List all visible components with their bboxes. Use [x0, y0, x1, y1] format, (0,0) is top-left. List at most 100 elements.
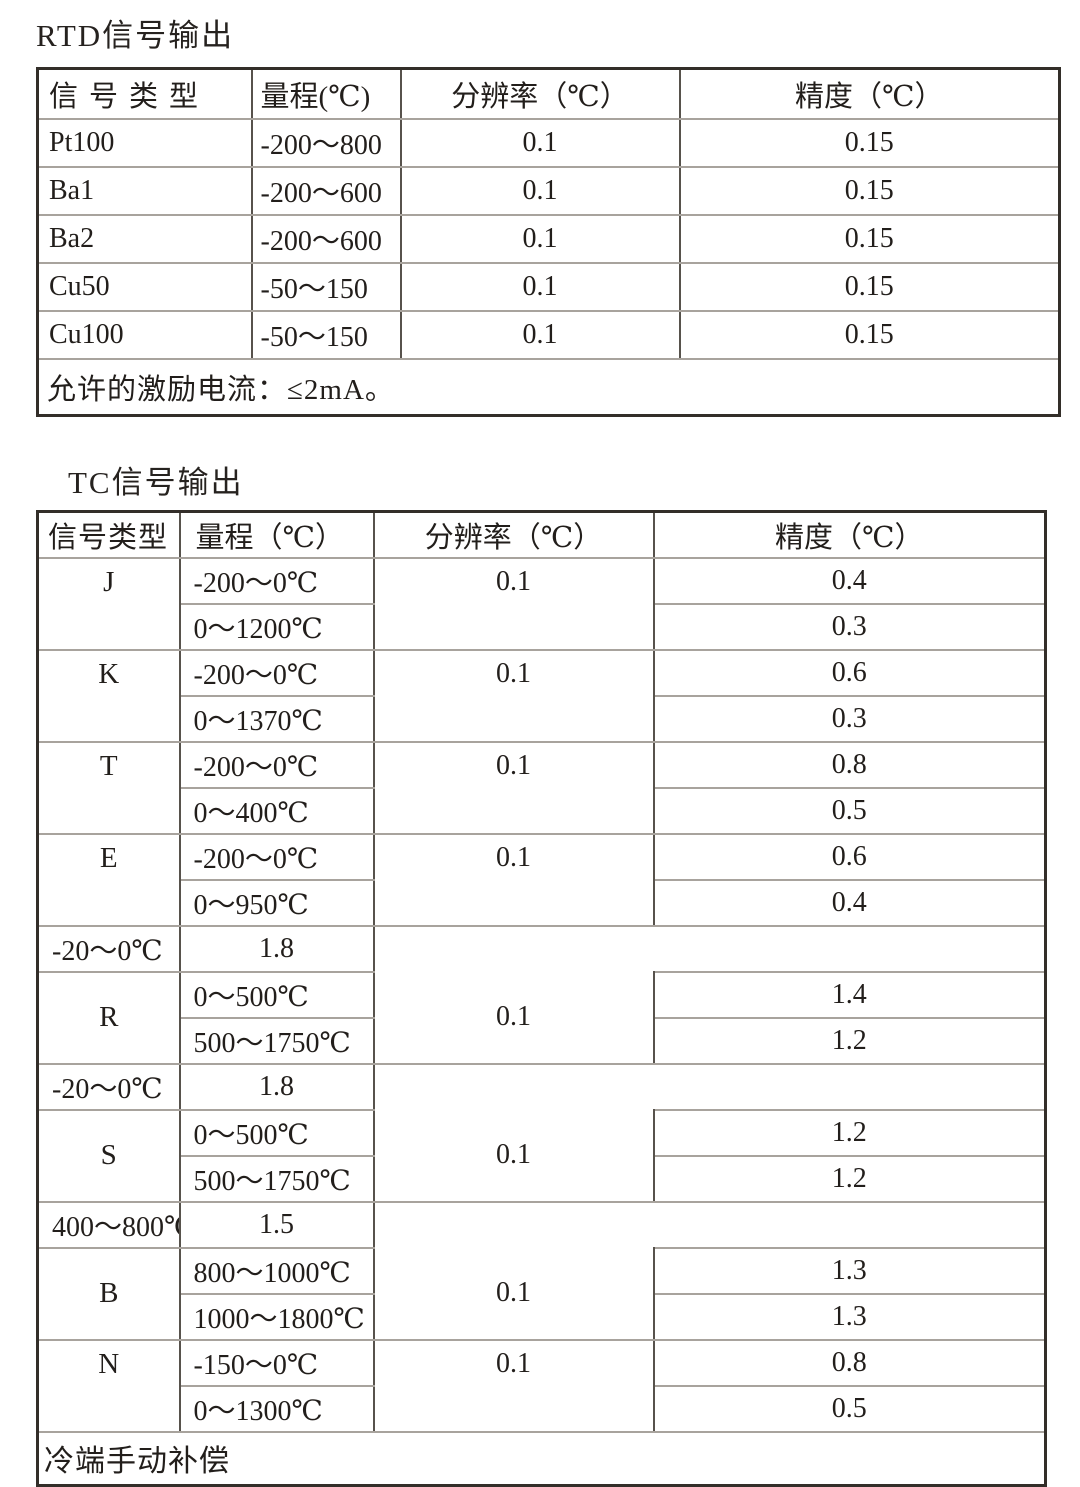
tc-cell-accuracy: 1.8	[178, 924, 375, 973]
tc-cell-accuracy: 0.8	[652, 740, 1047, 789]
tc-table-row: J -200～0℃ 0.1 0.4	[36, 556, 1047, 651]
tc-header-type: 信号类型	[36, 510, 181, 559]
rtd-cell-type: Ba2	[36, 213, 253, 264]
tc-cell-accuracy: 0.5	[652, 786, 1047, 835]
tc-cell-range: 0～500℃	[178, 970, 375, 1019]
tc-cell-resolution: 0.1	[372, 1338, 655, 1433]
rtd-cell-range: -50～150	[250, 309, 402, 360]
tc-cell-accuracy: 0.3	[652, 694, 1047, 743]
tc-section-title: TC信号输出	[68, 465, 244, 500]
tc-cell-resolution: 0.1	[372, 740, 655, 835]
tc-cell-range: 800～1000℃	[178, 1246, 375, 1295]
rtd-cell-accuracy: 0.15	[678, 309, 1061, 360]
rtd-footer-row: 允许的激励电流：≤2mA。	[36, 357, 1061, 417]
tc-table-row: S 0～500℃ 0.1 1.2	[36, 1108, 1047, 1203]
tc-cell-range: -200～0℃	[178, 556, 375, 605]
tc-cell-resolution: 0.1	[372, 971, 655, 1065]
tc-header-resolution: 分辨率（℃）	[372, 510, 655, 559]
tc-footer-row: 冷端手动补偿	[36, 1430, 1047, 1487]
tc-cell-range: 0～400℃	[178, 786, 375, 835]
rtd-header-row: 信号类型 量程(℃) 分辨率（℃） 精度（℃）	[36, 67, 1061, 120]
tc-cell-accuracy: 0.3	[652, 602, 1047, 651]
rtd-footer-note: 允许的激励电流：≤2mA。	[36, 357, 1061, 417]
tc-cell-range: 0～950℃	[178, 878, 375, 927]
tc-table-row: -20～0℃ 1.8	[36, 1062, 1046, 1111]
tc-cell-range: 400～800℃	[36, 1200, 181, 1249]
tc-cell-type: T	[36, 740, 181, 835]
tc-cell-type: S	[36, 1109, 181, 1203]
tc-cell-resolution: 0.1	[372, 1247, 655, 1341]
tc-header-accuracy: 精度（℃）	[652, 510, 1047, 559]
tc-table-row: K -200～0℃ 0.1 0.6	[36, 648, 1047, 743]
rtd-header-range: 量程(℃)	[250, 67, 402, 120]
tc-cell-accuracy: 0.6	[652, 832, 1047, 881]
tc-cell-accuracy: 0.4	[652, 878, 1047, 927]
tc-table-row: E -200～0℃ 0.1 0.6	[36, 832, 1047, 927]
tc-cell-resolution: 0.1	[372, 556, 655, 651]
tc-cell-range: 1000～1800℃	[178, 1292, 375, 1341]
tc-table-row: -20～0℃ 1.8	[36, 924, 1046, 973]
tc-table-row: 1000～1800℃ 1.3	[38, 1292, 1047, 1341]
tc-table-row: 500～1750℃ 1.2	[38, 1016, 1047, 1065]
rtd-cell-resolution: 0.1	[399, 309, 681, 360]
tc-cell-range: 0～1370℃	[178, 694, 375, 743]
rtd-cell-range: -200～800	[250, 117, 402, 168]
tc-cell-type: E	[36, 832, 181, 927]
tc-cell-type: J	[36, 556, 181, 651]
tc-header-range: 量程（℃）	[178, 510, 375, 559]
rtd-header-accuracy: 精度（℃）	[678, 67, 1061, 120]
tc-table-row: T -200～0℃ 0.1 0.8	[36, 740, 1047, 835]
tc-table-row: 0～1370℃ 0.3	[38, 694, 1047, 743]
tc-cell-range: 0～1300℃	[178, 1384, 375, 1433]
rtd-cell-range: -200～600	[250, 165, 402, 216]
rtd-table-row: Cu50 -50～150 0.1 0.15	[36, 261, 1061, 312]
rtd-table-row: Ba2 -200～600 0.1 0.15	[36, 213, 1061, 264]
tc-cell-type: N	[36, 1338, 181, 1433]
rtd-cell-type: Ba1	[36, 165, 253, 216]
tc-cell-range: -20～0℃	[36, 924, 181, 973]
tc-cell-accuracy: 0.6	[652, 648, 1047, 697]
rtd-section-title: RTD信号输出	[36, 18, 235, 53]
tc-cell-range: 500～1750℃	[178, 1016, 375, 1065]
tc-cell-range: -20～0℃	[36, 1062, 181, 1111]
tc-cell-accuracy: 0.4	[652, 556, 1047, 605]
rtd-cell-range: -50～150	[250, 261, 402, 312]
tc-table: 信号类型 量程（℃） 分辨率（℃） 精度（℃） J -200～0℃ 0.1 0.…	[36, 510, 1047, 1487]
tc-cell-range: -150～0℃	[178, 1338, 375, 1387]
tc-table-row: 0～950℃ 0.4	[38, 878, 1047, 927]
rtd-header-resolution: 分辨率（℃）	[399, 67, 681, 120]
rtd-table: 信号类型 量程(℃) 分辨率（℃） 精度（℃） Pt100 -200～800 0…	[36, 67, 1061, 417]
tc-table-row: 400～800℃ 1.5	[36, 1200, 1046, 1249]
tc-cell-range: 500～1750℃	[178, 1154, 375, 1203]
rtd-cell-accuracy: 0.15	[678, 261, 1061, 312]
tc-cell-accuracy: 1.2	[652, 1016, 1047, 1065]
rtd-header-type: 信号类型	[36, 67, 253, 120]
tc-cell-resolution: 0.1	[372, 1109, 655, 1203]
tc-table-row: R 0～500℃ 0.1 1.4	[36, 970, 1047, 1065]
tc-cell-accuracy: 1.3	[652, 1246, 1047, 1295]
tc-table-row: N -150～0℃ 0.1 0.8	[36, 1338, 1047, 1433]
tc-table-row: 500～1750℃ 1.2	[38, 1154, 1047, 1203]
tc-cell-accuracy: 1.8	[178, 1062, 375, 1111]
tc-cell-accuracy: 1.2	[652, 1154, 1047, 1203]
rtd-cell-resolution: 0.1	[399, 213, 681, 264]
tc-cell-range: -200～0℃	[178, 648, 375, 697]
tc-section: TC信号输出 信号类型 量程（℃） 分辨率（℃） 精度（℃） J -200～0℃…	[36, 457, 1080, 1487]
rtd-cell-accuracy: 0.15	[678, 213, 1061, 264]
tc-cell-range: -200～0℃	[178, 832, 375, 881]
rtd-cell-resolution: 0.1	[399, 261, 681, 312]
tc-cell-accuracy: 0.8	[652, 1338, 1047, 1387]
tc-cell-accuracy: 1.4	[652, 970, 1047, 1019]
rtd-cell-resolution: 0.1	[399, 117, 681, 168]
rtd-cell-type: Cu50	[36, 261, 253, 312]
tc-cell-accuracy: 1.2	[652, 1108, 1047, 1157]
tc-cell-accuracy: 1.3	[652, 1292, 1047, 1341]
rtd-table-row: Ba1 -200～600 0.1 0.15	[36, 165, 1061, 216]
rtd-section: RTD信号输出 信号类型 量程(℃) 分辨率（℃） 精度（℃） Pt100 -2…	[36, 10, 1080, 417]
rtd-table-row: Pt100 -200～800 0.1 0.15	[36, 117, 1061, 168]
tc-table-row: 0～400℃ 0.5	[38, 786, 1047, 835]
tc-table-row: 0～1300℃ 0.5	[38, 1384, 1047, 1433]
tc-cell-accuracy: 0.5	[652, 1384, 1047, 1433]
